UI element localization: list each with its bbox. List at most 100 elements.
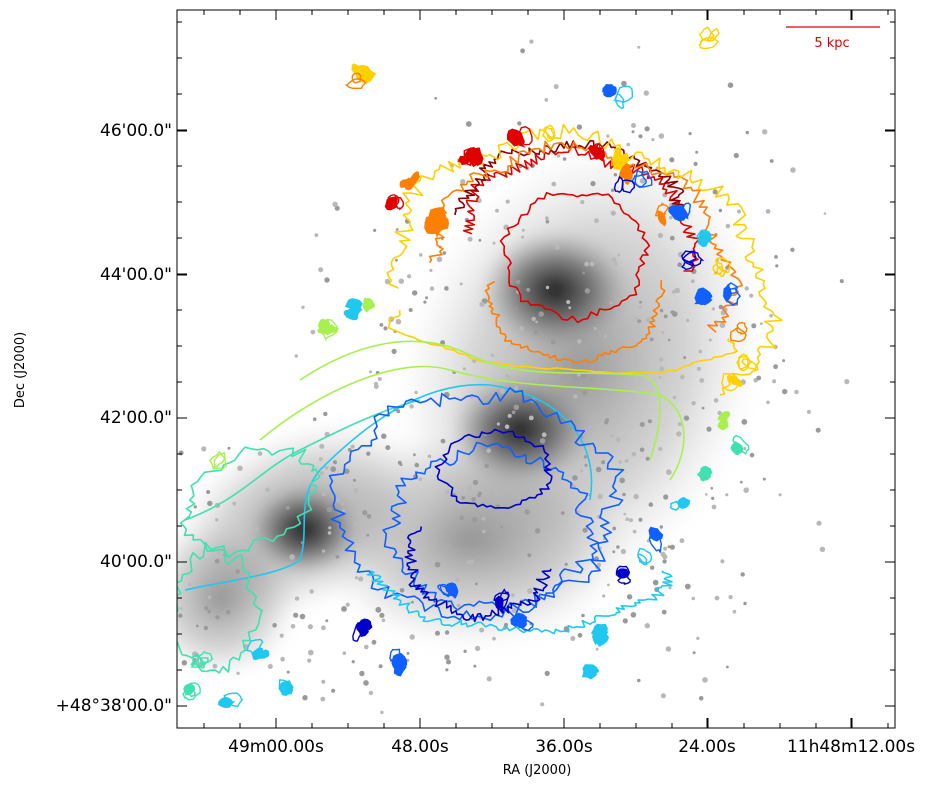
speckle	[527, 553, 532, 558]
speckle	[354, 576, 358, 580]
contour-fragment	[192, 655, 206, 669]
speckle	[285, 505, 290, 510]
speckle	[207, 595, 212, 600]
speckle	[711, 307, 716, 311]
speckle	[195, 624, 199, 628]
speckle	[429, 268, 433, 272]
speckle	[527, 588, 533, 594]
speckle	[418, 253, 423, 257]
speckle	[638, 305, 642, 309]
speckle	[708, 338, 712, 342]
speckle	[651, 138, 655, 142]
speckle	[375, 606, 382, 613]
speckle	[486, 448, 492, 454]
speckle	[626, 142, 631, 147]
speckle	[398, 278, 404, 284]
speckle	[556, 154, 561, 158]
speckle	[677, 422, 682, 427]
x-tick-label: 48.00s	[391, 737, 449, 757]
speckle	[658, 133, 665, 139]
speckle	[659, 525, 663, 529]
speckle	[712, 189, 718, 195]
speckle	[823, 212, 827, 215]
speckle	[663, 494, 669, 500]
contour-fragment	[256, 649, 270, 659]
speckle	[212, 663, 218, 669]
speckle	[515, 279, 521, 285]
speckle	[545, 285, 550, 290]
contour-line	[299, 340, 661, 461]
speckle	[330, 466, 337, 472]
speckle	[324, 466, 329, 470]
speckle	[762, 129, 768, 135]
speckle	[463, 649, 467, 653]
contour-fragment	[717, 411, 731, 421]
speckle	[622, 492, 626, 497]
contour-line	[179, 446, 321, 559]
speckle	[215, 615, 220, 620]
speckle	[629, 518, 633, 523]
speckle	[465, 121, 472, 127]
y-tick-label: 46'00.0"	[100, 121, 172, 141]
contour-line	[184, 399, 421, 521]
speckle	[436, 256, 443, 263]
speckle	[839, 279, 844, 284]
contour-line	[462, 145, 701, 272]
speckle	[528, 415, 534, 421]
speckle	[674, 287, 681, 294]
speckle	[617, 253, 621, 257]
speckle	[658, 447, 663, 451]
speckle	[572, 475, 578, 481]
speckle	[534, 528, 541, 534]
speckle	[611, 188, 615, 192]
speckle	[670, 310, 675, 315]
speckle	[335, 555, 340, 559]
speckle	[590, 181, 596, 187]
speckle	[711, 504, 717, 510]
speckle	[551, 181, 557, 187]
speckle	[584, 261, 589, 267]
speckle	[711, 496, 715, 500]
speckle	[519, 326, 524, 332]
speckle	[206, 490, 211, 494]
speckle	[363, 680, 369, 686]
contour-line	[184, 383, 593, 591]
speckle	[373, 381, 379, 387]
speckle	[289, 554, 295, 560]
speckle	[790, 167, 796, 173]
speckle	[492, 241, 496, 245]
speckle	[605, 418, 609, 423]
speckle	[434, 561, 441, 568]
contour-fragment	[244, 638, 264, 654]
speckle	[728, 595, 733, 600]
speckle	[672, 395, 677, 400]
speckle	[577, 339, 582, 344]
speckle	[225, 610, 231, 615]
speckle	[667, 545, 671, 549]
contour-fragment	[212, 451, 226, 468]
speckle	[612, 550, 616, 554]
speckle	[696, 636, 700, 640]
speckle	[538, 311, 544, 318]
speckle	[662, 554, 668, 560]
speckle	[691, 596, 696, 601]
speckle	[669, 235, 675, 241]
speckle	[626, 594, 633, 600]
contour-fragment	[541, 126, 556, 142]
speckle	[564, 562, 568, 566]
speckle	[504, 374, 509, 378]
contour-fragment	[358, 618, 373, 632]
contour-fragment	[588, 144, 606, 161]
speckle	[762, 477, 766, 481]
speckle	[661, 331, 665, 335]
speckle	[698, 349, 703, 354]
speckle	[474, 582, 478, 586]
speckle	[541, 432, 547, 438]
speckle	[725, 223, 731, 229]
y-tick-label: 42'00.0"	[100, 408, 172, 428]
speckle	[413, 453, 416, 457]
speckle	[324, 277, 330, 283]
speckle	[597, 562, 601, 567]
speckle	[318, 267, 324, 273]
